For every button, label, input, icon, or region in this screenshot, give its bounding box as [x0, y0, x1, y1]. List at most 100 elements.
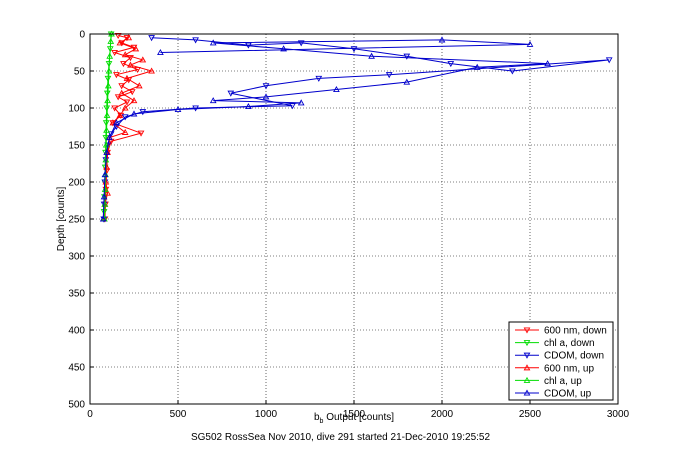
data-point	[118, 89, 126, 96]
y-tick-label: 450	[68, 363, 85, 374]
plot-frame	[89, 33, 619, 405]
data-point	[509, 68, 516, 75]
y-tick-label: 150	[68, 141, 85, 152]
data-point	[103, 105, 111, 112]
data-point	[209, 97, 217, 104]
data-point	[403, 53, 411, 60]
legend-marker	[523, 340, 531, 347]
data-point	[103, 148, 111, 155]
data-point	[101, 185, 109, 192]
data-point	[113, 72, 120, 79]
data-point	[262, 83, 270, 90]
y-tick-label: 50	[74, 67, 86, 78]
data-point	[605, 57, 613, 64]
data-point	[245, 102, 252, 110]
y-tick-label: 200	[68, 178, 85, 189]
data-point	[118, 83, 126, 90]
data-point	[101, 171, 109, 178]
data-point	[105, 67, 113, 74]
data-point	[128, 89, 136, 96]
data-point	[438, 36, 446, 43]
data-point	[137, 130, 145, 137]
legend-box	[508, 321, 614, 401]
y-tick-label: 400	[68, 326, 85, 337]
data-point	[130, 110, 138, 117]
data-point	[123, 99, 131, 106]
data-point	[116, 111, 124, 118]
data-point	[100, 193, 108, 200]
data-point	[103, 126, 110, 133]
data-point	[121, 104, 129, 111]
data-point	[148, 35, 155, 42]
data-point	[114, 32, 122, 40]
data-point	[121, 51, 129, 58]
data-point	[104, 189, 111, 196]
x-tick-labels: 0 500 1000 1500 2000 2500 3000	[87, 409, 629, 420]
data-point	[102, 120, 110, 127]
data-point	[107, 131, 115, 138]
data-point	[121, 114, 129, 121]
data-point	[127, 61, 134, 68]
x-tick-label: 500	[170, 409, 187, 420]
data-point	[148, 67, 155, 74]
y-axis-label: Depth [counts]	[56, 187, 67, 252]
data-point	[447, 61, 455, 68]
x-tick-label: 3000	[607, 409, 630, 420]
x-tick-label: 2000	[431, 409, 454, 420]
data-point	[473, 63, 481, 70]
data-point	[139, 56, 147, 63]
data-point	[130, 97, 138, 104]
x-tick-label: 0	[87, 409, 93, 420]
data-point	[116, 39, 124, 46]
data-point	[297, 99, 305, 106]
legend-marker	[523, 364, 531, 371]
data-point	[102, 135, 110, 142]
data-point	[107, 37, 115, 44]
y-tick-labels: 0 50 100 150 200 250 300 350 400 450 500	[68, 30, 85, 411]
y-tick-label: 300	[68, 252, 85, 263]
x-tick-label: 2500	[519, 409, 542, 420]
data-point	[125, 34, 133, 41]
legend-marker	[523, 352, 531, 359]
data-point	[333, 85, 340, 93]
series-6	[99, 36, 551, 222]
legend-item: chl a, down	[515, 338, 595, 349]
y-tick-label: 0	[79, 30, 85, 41]
data-point	[139, 109, 147, 116]
legend-label: CDOM, up	[544, 389, 592, 400]
legend-item: 600 nm, down	[515, 326, 607, 337]
data-point	[526, 40, 534, 47]
legend-label: chl a, down	[544, 338, 595, 349]
legend-marker	[523, 376, 531, 383]
data-point	[209, 39, 217, 46]
data-point	[121, 128, 129, 135]
data-point	[544, 60, 551, 67]
data-point	[106, 52, 114, 59]
x-axis-label: bb Output [counts]	[314, 412, 394, 425]
data-point	[113, 119, 120, 126]
data-point	[114, 94, 122, 101]
legend-label: 600 nm, down	[544, 326, 607, 337]
data-point	[103, 111, 111, 118]
data-point	[107, 138, 115, 145]
data-point	[104, 75, 112, 82]
data-point	[280, 45, 287, 52]
data-point	[127, 55, 134, 62]
series-layer	[99, 30, 613, 223]
y-tick-label: 350	[68, 289, 85, 300]
data-point	[192, 37, 199, 44]
x-tick-label: 1500	[343, 409, 366, 420]
legend-marker	[523, 327, 531, 334]
legend-label: CDOM, down	[544, 351, 604, 362]
legend-label: 600 nm, up	[544, 363, 594, 374]
x-tick-label: 1000	[255, 409, 278, 420]
data-point	[105, 134, 113, 141]
data-point	[111, 105, 119, 112]
data-point	[368, 52, 375, 59]
legend-item: CDOM, up	[515, 389, 592, 400]
legend-item: chl a, up	[515, 376, 582, 387]
figure-caption: SG502 RossSea Nov 2010, dive 291 started…	[190, 432, 491, 443]
data-point	[350, 46, 358, 53]
